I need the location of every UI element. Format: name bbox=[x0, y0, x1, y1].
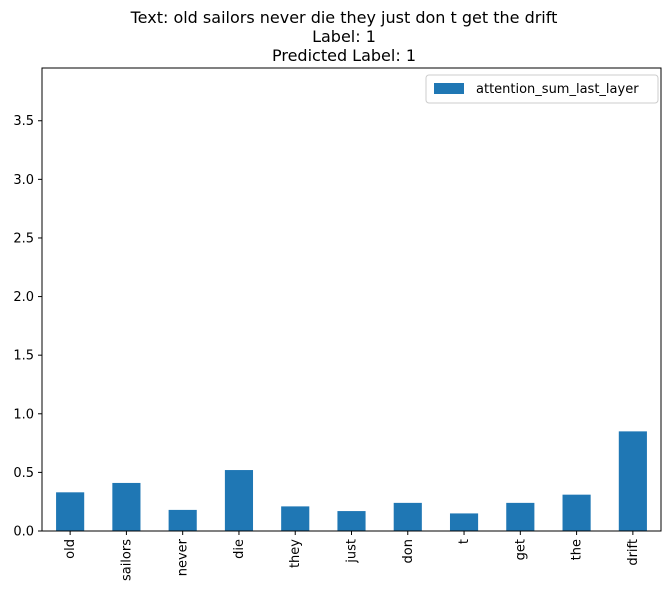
bar-never bbox=[168, 509, 197, 531]
x-tick-label: the bbox=[570, 539, 585, 560]
chart-title-line-predicted: Predicted Label: 1 bbox=[271, 46, 416, 65]
bar-t bbox=[449, 513, 479, 531]
x-tick-label: old bbox=[63, 539, 78, 559]
x-tick-label: die bbox=[232, 539, 247, 559]
bar-just bbox=[337, 511, 366, 531]
bar-the bbox=[562, 494, 591, 531]
x-tick-label: they bbox=[288, 539, 303, 568]
bar-drift bbox=[618, 431, 647, 531]
bar-get bbox=[506, 502, 535, 531]
y-tick-label: 3.0 bbox=[13, 173, 34, 188]
chart-title-line-text: Text: old sailors never die they just do… bbox=[130, 8, 558, 27]
bar-don bbox=[393, 502, 422, 531]
plot-frame bbox=[41, 67, 662, 532]
bar-sailors bbox=[112, 482, 141, 531]
y-tick-label: 1.5 bbox=[13, 349, 34, 364]
bar-die bbox=[224, 470, 254, 531]
y-tick-label: 3.5 bbox=[13, 114, 34, 129]
x-tick-label: get bbox=[513, 539, 528, 560]
x-tick-label: t bbox=[457, 539, 472, 544]
chart-title: Text: old sailors never die they just do… bbox=[42, 8, 646, 65]
legend-swatch bbox=[434, 83, 464, 94]
chart-title-line-label: Label: 1 bbox=[312, 27, 376, 46]
legend-box bbox=[425, 74, 659, 104]
bar-group bbox=[56, 431, 647, 531]
x-tick-label: just bbox=[345, 539, 360, 564]
x-tick-label: don bbox=[401, 539, 416, 563]
bar-old bbox=[56, 492, 85, 531]
bar-they bbox=[281, 506, 310, 531]
x-axis: old sailors never die they just don t get the drif… bbox=[63, 531, 641, 581]
y-tick-label: 2.0 bbox=[13, 290, 34, 305]
y-axis: 0.0 0.5 1.0 1.5 2.0 2.5 3.0 3.5 bbox=[13, 114, 42, 540]
legend-label: attention_sum_last_layer bbox=[476, 82, 639, 97]
y-tick-label: 0.0 bbox=[13, 525, 34, 540]
legend: attention_sum_last_layer bbox=[425, 74, 659, 104]
y-tick-label: 1.0 bbox=[13, 407, 34, 422]
x-tick-label: sailors bbox=[119, 539, 134, 581]
y-tick-label: 0.5 bbox=[13, 466, 34, 481]
y-tick-label: 2.5 bbox=[13, 231, 34, 246]
x-tick-label: never bbox=[176, 538, 191, 576]
x-tick-label: drift bbox=[626, 539, 641, 566]
